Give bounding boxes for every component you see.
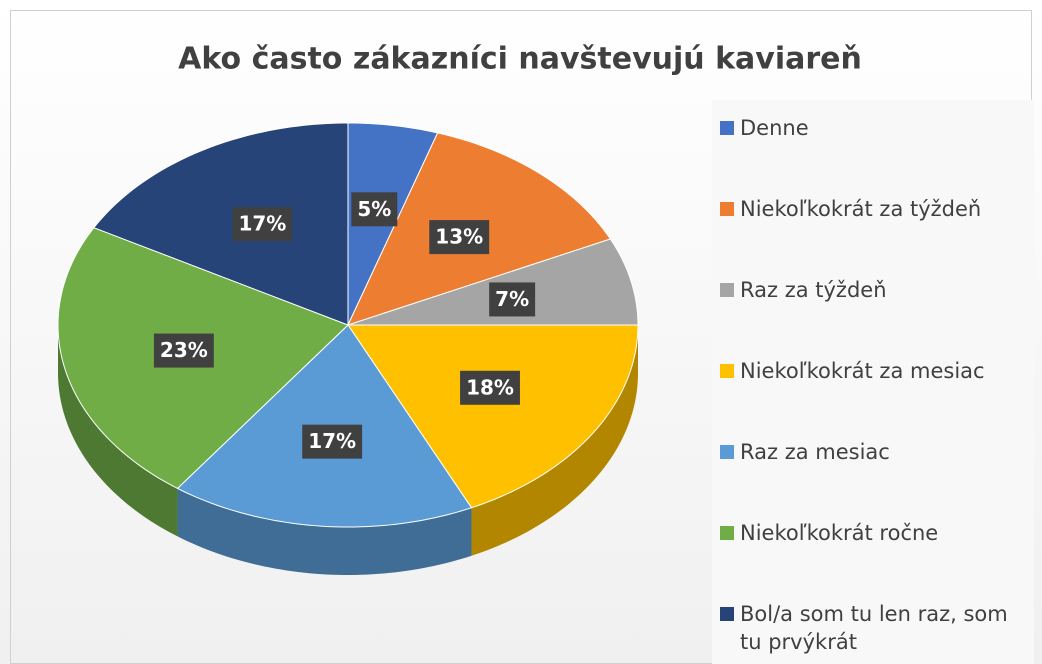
- legend-swatch: [720, 202, 734, 216]
- slice-side: [471, 325, 638, 556]
- legend-label: Bol/a som tu len raz, som tu prvýkrát: [740, 602, 1008, 654]
- legend-swatch: [720, 364, 734, 378]
- legend-item: Raz za mesiac: [720, 438, 1030, 466]
- slice-side: [177, 488, 472, 575]
- legend-swatch: [720, 445, 734, 459]
- legend-label: Niekoľkokrát ročne: [740, 521, 939, 545]
- legend-label: Raz za týždeň: [740, 278, 887, 302]
- legend-item: Raz za týždeň: [720, 276, 1030, 304]
- data-label-box: [302, 424, 363, 459]
- slice-side: [58, 325, 178, 537]
- data-label-box: [153, 333, 214, 368]
- legend-swatch: [720, 121, 734, 135]
- data-labels: 5% 13% 7% 18% 17% 23% 17%: [153, 192, 536, 459]
- chart-title: Ako často zákazníci navštevujú kaviareň: [178, 42, 862, 77]
- slice: [347, 324, 639, 509]
- data-label: 7%: [495, 287, 529, 311]
- legend-item: Bol/a som tu len raz, som tu prvýkrát: [720, 600, 1030, 656]
- legend-swatch: [720, 283, 734, 297]
- legend: Denne Niekoľkokrát za týždeň Raz za týždeň…: [712, 100, 1034, 664]
- legend-label: Denne: [740, 116, 809, 140]
- pie: [57, 122, 639, 575]
- legend-item: Niekoľkokrát za týždeň: [720, 195, 1030, 223]
- legend-swatch: [720, 526, 734, 540]
- data-label-box: [429, 220, 490, 255]
- data-label-box: [460, 370, 520, 405]
- data-label: 17%: [238, 212, 286, 236]
- slice: [93, 122, 349, 326]
- data-label: 13%: [435, 225, 483, 249]
- slice: [347, 238, 639, 326]
- legend-item: Niekoľkokrát za mesiac: [720, 357, 1030, 385]
- legend-item: Niekoľkokrát ročne: [720, 519, 1030, 547]
- legend-label: Raz za mesiac: [740, 440, 890, 464]
- data-label: 17%: [308, 429, 356, 453]
- data-label: 5%: [357, 197, 391, 221]
- legend-item: Denne: [720, 114, 1030, 142]
- legend-swatch: [720, 607, 734, 621]
- legend-label: Niekoľkokrát za mesiac: [740, 359, 985, 383]
- data-label-box: [351, 192, 398, 227]
- data-label-box: [489, 282, 536, 317]
- data-label: 18%: [466, 375, 514, 399]
- data-label-box: [232, 207, 293, 242]
- data-label: 23%: [160, 338, 208, 362]
- legend-label: Niekoľkokrát za týždeň: [740, 197, 982, 221]
